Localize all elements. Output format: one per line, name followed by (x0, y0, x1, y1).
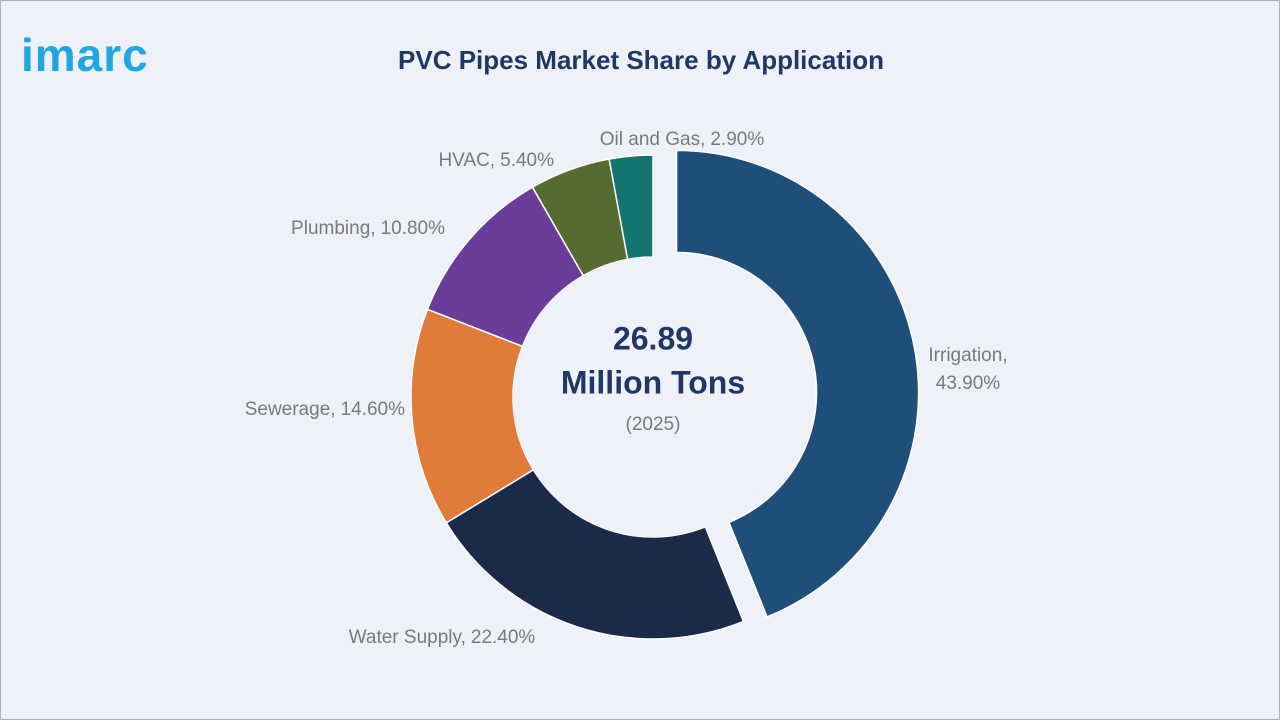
label-category: Water Supply, (349, 627, 466, 648)
label-value: 43.90% (936, 373, 1001, 394)
data-label: Water Supply, 22.40% (349, 627, 536, 648)
center-year: (2025) (626, 414, 681, 435)
label-category: Plumbing, (291, 218, 376, 239)
logo: imarc (21, 29, 149, 81)
label-category: Irrigation, (928, 345, 1007, 366)
data-label: Sewerage, 14.60% (245, 399, 405, 420)
data-label: HVAC, 5.40% (438, 150, 554, 171)
label-category: Sewerage, (245, 399, 336, 420)
data-label: Plumbing, 10.80% (291, 218, 445, 239)
label-value: 22.40% (471, 627, 536, 648)
chart-title: PVC Pipes Market Share by Application (398, 45, 884, 75)
data-label: Oil and Gas, 2.90% (600, 129, 765, 150)
label-category: Oil and Gas, (600, 129, 706, 150)
label-value: 5.40% (500, 150, 554, 171)
label-value: 14.60% (341, 399, 406, 420)
label-value: 2.90% (710, 129, 764, 150)
center-value: 26.89 (613, 320, 693, 356)
donut-slice (675, 149, 920, 618)
label-category: HVAC, (438, 150, 495, 171)
donut-hole (513, 257, 793, 537)
center-unit: Million Tons (561, 364, 745, 400)
data-label: Irrigation, 43.90% (928, 345, 1007, 394)
label-value: 10.80% (381, 218, 446, 239)
